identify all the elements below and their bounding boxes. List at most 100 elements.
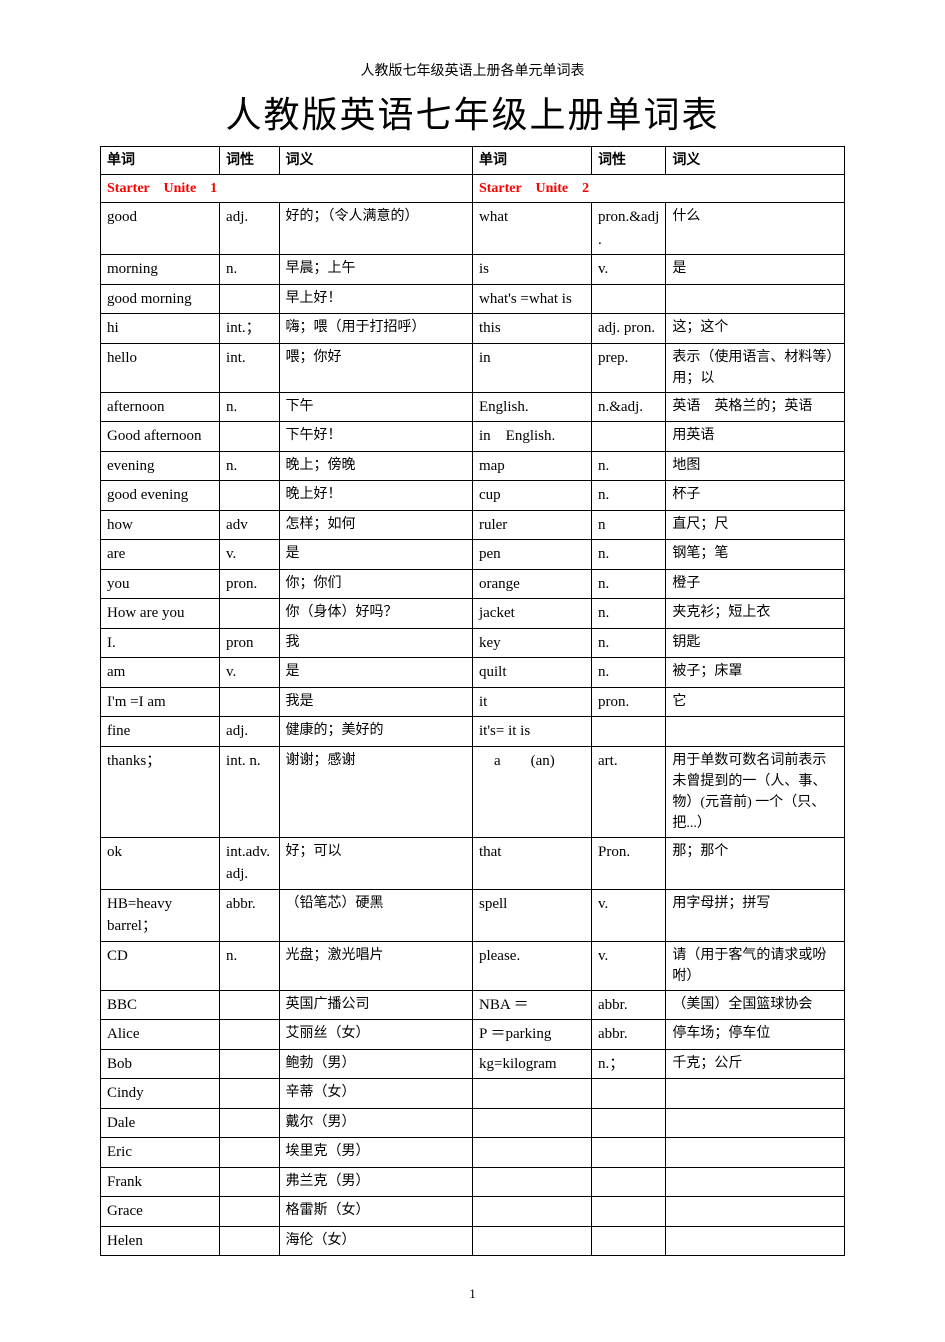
cell-m1: 鲍勃（男） bbox=[279, 1049, 472, 1079]
cell-w2: kg=kilogram bbox=[472, 1049, 591, 1079]
cell-w2: ruler bbox=[472, 510, 591, 540]
cell-p2: n. bbox=[592, 569, 666, 599]
cell-w1: Bob bbox=[101, 1049, 220, 1079]
table-row: Good afternoon下午好！in English.用英语 bbox=[101, 422, 845, 452]
cell-w2: please. bbox=[472, 941, 591, 990]
table-row: afternoonn.下午English.n.&adj.英语 英格兰的；英语 bbox=[101, 392, 845, 422]
cell-p2: v. bbox=[592, 255, 666, 285]
cell-m2: 什么 bbox=[666, 203, 845, 255]
cell-w2: a (an) bbox=[472, 746, 591, 837]
cell-w2: spell bbox=[472, 889, 591, 941]
cell-m1: 我是 bbox=[279, 687, 472, 717]
cell-m1: 好；可以 bbox=[279, 837, 472, 889]
vocab-table: 单词 词性 词义 单词 词性 词义 Starter Unite 1 Starte… bbox=[100, 146, 845, 1256]
cell-m2: 杯子 bbox=[666, 481, 845, 511]
col-header-word: 单词 bbox=[472, 147, 591, 175]
table-row: I'm =I am我是itpron.它 bbox=[101, 687, 845, 717]
cell-m2: 用于单数可数名词前表示未曾提到的一（人、事、物）(元音前) 一个（只、把...） bbox=[666, 746, 845, 837]
cell-m2: 表示（使用语言、材料等）用；以 bbox=[666, 343, 845, 392]
cell-w2: in bbox=[472, 343, 591, 392]
col-header-word: 单词 bbox=[101, 147, 220, 175]
cell-m1: 谢谢；感谢 bbox=[279, 746, 472, 837]
cell-p1: int. n. bbox=[220, 746, 280, 837]
document-page: 人教版七年级英语上册各单元单词表 人教版英语七年级上册单词表 单词 词性 词义 … bbox=[0, 0, 945, 1342]
cell-p2: n.； bbox=[592, 1049, 666, 1079]
cell-m1: 艾丽丝（女） bbox=[279, 1020, 472, 1050]
cell-m2 bbox=[666, 1167, 845, 1197]
cell-p2: n.&adj. bbox=[592, 392, 666, 422]
cell-w1: ok bbox=[101, 837, 220, 889]
unit1-label: Starter Unite 1 bbox=[101, 175, 473, 203]
cell-p2: n. bbox=[592, 599, 666, 629]
cell-m2: 钢笔；笔 bbox=[666, 540, 845, 570]
cell-w1: hello bbox=[101, 343, 220, 392]
cell-w1: BBC bbox=[101, 990, 220, 1020]
table-row: arev.是penn.钢笔；笔 bbox=[101, 540, 845, 570]
table-row: good morning早上好！what's =what is bbox=[101, 284, 845, 314]
col-header-meaning: 词义 bbox=[666, 147, 845, 175]
table-row: fineadj.健康的；美好的it's= it is bbox=[101, 717, 845, 747]
cell-w2: it's= it is bbox=[472, 717, 591, 747]
cell-p1: adv bbox=[220, 510, 280, 540]
cell-p1: n. bbox=[220, 392, 280, 422]
cell-w2: NBA ＝ bbox=[472, 990, 591, 1020]
cell-w1: HB=heavy barrel； bbox=[101, 889, 220, 941]
cell-p1 bbox=[220, 990, 280, 1020]
cell-w1: How are you bbox=[101, 599, 220, 629]
cell-m2: 被子；床罩 bbox=[666, 658, 845, 688]
unit-header-row: Starter Unite 1 Starter Unite 2 bbox=[101, 175, 845, 203]
cell-m2: 直尺；尺 bbox=[666, 510, 845, 540]
cell-p2: pron. bbox=[592, 687, 666, 717]
cell-p1: int.adv.adj. bbox=[220, 837, 280, 889]
cell-w1: Eric bbox=[101, 1138, 220, 1168]
cell-w2 bbox=[472, 1108, 591, 1138]
cell-p2: v. bbox=[592, 889, 666, 941]
cell-p1: v. bbox=[220, 658, 280, 688]
cell-w1: Good afternoon bbox=[101, 422, 220, 452]
cell-w2: orange bbox=[472, 569, 591, 599]
cell-m2: 是 bbox=[666, 255, 845, 285]
cell-w2: cup bbox=[472, 481, 591, 511]
cell-w1: Dale bbox=[101, 1108, 220, 1138]
table-row: helloint.喂；你好inprep.表示（使用语言、材料等）用；以 bbox=[101, 343, 845, 392]
cell-w2: what bbox=[472, 203, 591, 255]
cell-m2: 钥匙 bbox=[666, 628, 845, 658]
cell-p1 bbox=[220, 1020, 280, 1050]
cell-p1: int. bbox=[220, 343, 280, 392]
cell-p2: n bbox=[592, 510, 666, 540]
cell-m2: 用字母拼；拼写 bbox=[666, 889, 845, 941]
page-number: 1 bbox=[100, 1286, 845, 1302]
cell-p1 bbox=[220, 1197, 280, 1227]
cell-w2: is bbox=[472, 255, 591, 285]
cell-w1: morning bbox=[101, 255, 220, 285]
cell-w1: you bbox=[101, 569, 220, 599]
cell-w1: Frank bbox=[101, 1167, 220, 1197]
cell-w1: good bbox=[101, 203, 220, 255]
cell-w1: CD bbox=[101, 941, 220, 990]
cell-p2: n. bbox=[592, 451, 666, 481]
cell-m1: 我 bbox=[279, 628, 472, 658]
cell-m1: 埃里克（男） bbox=[279, 1138, 472, 1168]
cell-p1: pron bbox=[220, 628, 280, 658]
cell-m2 bbox=[666, 284, 845, 314]
cell-m1: 早晨；上午 bbox=[279, 255, 472, 285]
cell-w1: Alice bbox=[101, 1020, 220, 1050]
cell-m2 bbox=[666, 717, 845, 747]
cell-m1: 你（身体）好吗？ bbox=[279, 599, 472, 629]
table-row: I.pron我keyn.钥匙 bbox=[101, 628, 845, 658]
table-row: CDn.光盘；激光唱片please.v.请（用于客气的请求或吩咐） bbox=[101, 941, 845, 990]
cell-w1: how bbox=[101, 510, 220, 540]
cell-p1 bbox=[220, 687, 280, 717]
cell-w1: I. bbox=[101, 628, 220, 658]
cell-p2 bbox=[592, 1197, 666, 1227]
cell-w1: Helen bbox=[101, 1226, 220, 1256]
cell-m2: 千克；公斤 bbox=[666, 1049, 845, 1079]
cell-w2: English. bbox=[472, 392, 591, 422]
cell-w1: thanks； bbox=[101, 746, 220, 837]
cell-w2: pen bbox=[472, 540, 591, 570]
cell-m1: 是 bbox=[279, 658, 472, 688]
cell-p2: n. bbox=[592, 540, 666, 570]
cell-m2: 请（用于客气的请求或吩咐） bbox=[666, 941, 845, 990]
cell-p1: v. bbox=[220, 540, 280, 570]
cell-p2 bbox=[592, 422, 666, 452]
